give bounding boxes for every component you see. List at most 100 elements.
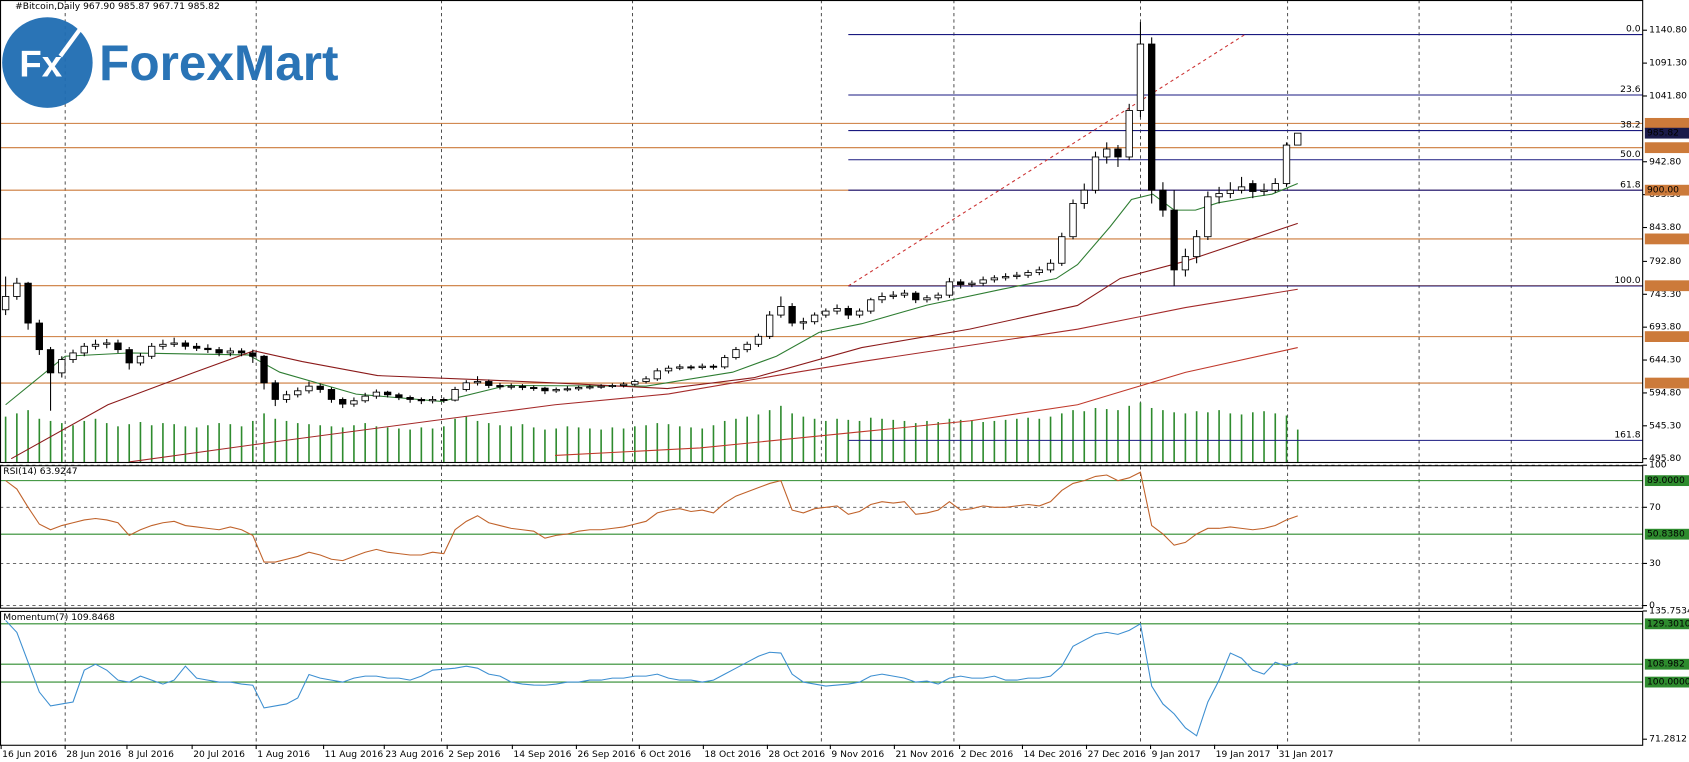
candle-body — [1204, 196, 1212, 238]
momentum-level-label: 129.3010 — [1647, 618, 1689, 629]
candle-body — [867, 299, 875, 312]
candle-body — [586, 386, 594, 389]
candle-body — [383, 391, 392, 396]
price-level-box — [1644, 377, 1689, 389]
y-tick-label: 100 — [1649, 460, 1667, 471]
candle-body — [237, 350, 246, 354]
candle-body — [305, 385, 313, 392]
x-tick-label: 8 Jul 2016 — [128, 749, 174, 760]
candle-body — [900, 292, 909, 296]
candle-body — [114, 342, 122, 351]
candle-body — [945, 281, 954, 296]
candle-body — [181, 342, 190, 347]
candle-body — [1237, 186, 1246, 191]
candle-body — [80, 345, 88, 354]
fib-label: 0.0 — [1626, 24, 1641, 35]
candle-body — [530, 387, 538, 389]
momentum-level-label: 108.982 — [1647, 659, 1685, 670]
y-tick-label: 495.80 — [1649, 453, 1681, 464]
candle-body — [417, 399, 426, 402]
y-tick-label: 644.30 — [1649, 355, 1681, 366]
candle-body — [159, 343, 167, 347]
rsi-level-label: 50.8380 — [1647, 529, 1685, 540]
x-tick-label: 14 Sep 2016 — [513, 749, 571, 760]
candle-body — [125, 349, 133, 364]
candle-body — [58, 359, 66, 374]
candle-body — [698, 365, 706, 368]
rsi-level-box — [1644, 528, 1689, 540]
candle-body — [451, 389, 459, 401]
candle-body — [541, 387, 549, 392]
candle-body — [1159, 189, 1167, 211]
candle-body — [1046, 262, 1055, 271]
candle-body — [1249, 183, 1257, 192]
price-level-box — [1644, 117, 1689, 129]
candle-body — [597, 385, 605, 388]
y-tick-label: 545.30 — [1649, 420, 1681, 431]
candle-body — [13, 282, 21, 297]
candle-body — [563, 388, 572, 391]
candle-body — [1069, 203, 1077, 238]
candle-body — [496, 385, 504, 388]
candle-body — [1192, 236, 1201, 258]
candle-body — [631, 381, 639, 385]
moving-average — [5, 183, 1298, 406]
candle-body — [1035, 269, 1043, 273]
candle-body — [799, 321, 808, 324]
x-tick-label: 20 Jul 2016 — [193, 749, 245, 760]
candle-body — [339, 399, 347, 405]
price-level-label: 900.00 — [1647, 185, 1679, 196]
price-level-box — [1644, 233, 1689, 245]
y-tick-label: 942.80 — [1649, 156, 1681, 167]
candle-body — [350, 400, 358, 405]
y-tick-label: 843.80 — [1649, 222, 1681, 233]
x-tick-label: 9 Nov 2016 — [831, 749, 884, 760]
fib-trend — [848, 34, 1246, 287]
momentum-level-box — [1644, 676, 1689, 688]
y-tick-label: 30 — [1649, 558, 1661, 569]
rsi-line — [5, 471, 1298, 563]
candle-body — [1080, 189, 1088, 204]
candle-body — [1282, 144, 1291, 184]
candle-body — [215, 349, 223, 354]
candle-body — [833, 307, 841, 312]
y-tick-label: 743.30 — [1649, 289, 1681, 300]
candle-body — [518, 385, 527, 388]
y-tick-label: 594.80 — [1649, 387, 1681, 398]
x-tick-label: 19 Jan 2017 — [1216, 749, 1271, 760]
candle-body — [1148, 43, 1156, 191]
price-level-box — [1644, 142, 1689, 154]
candle-body — [574, 387, 583, 390]
candle-body — [148, 345, 156, 357]
candle-body — [440, 399, 448, 401]
candle-body — [1271, 183, 1279, 191]
candle-body — [754, 335, 763, 345]
candle-body — [271, 382, 279, 400]
candle-body — [990, 277, 999, 281]
x-tick-label: 23 Aug 2016 — [385, 749, 444, 760]
x-tick-label: 14 Dec 2016 — [1024, 749, 1083, 760]
y-tick-label: 135.7534 — [1649, 605, 1689, 616]
x-tick-label: 16 Jun 2016 — [2, 749, 57, 760]
candle-body — [316, 385, 324, 390]
candle-body — [372, 391, 381, 397]
chart-title: #Bitcoin,Daily 967.90 985.87 967.71 985.… — [15, 1, 220, 12]
candle-body — [46, 349, 55, 374]
candle-body — [473, 381, 482, 384]
fib-label: 161.8 — [1614, 429, 1640, 440]
candle-body — [507, 385, 515, 388]
candle-body — [1294, 132, 1302, 146]
candle-body — [327, 389, 336, 400]
moving-average — [129, 288, 1298, 463]
candle-body — [732, 349, 740, 359]
candle-body — [282, 394, 291, 400]
candle-body — [136, 355, 145, 364]
candle-body — [889, 294, 897, 297]
x-tick-label: 27 Dec 2016 — [1088, 749, 1147, 760]
candle-body — [1181, 256, 1190, 271]
x-tick-label: 9 Jan 2017 — [1152, 749, 1201, 760]
candle-body — [653, 370, 661, 380]
candle-body — [1136, 43, 1145, 111]
candle-body — [676, 366, 684, 369]
